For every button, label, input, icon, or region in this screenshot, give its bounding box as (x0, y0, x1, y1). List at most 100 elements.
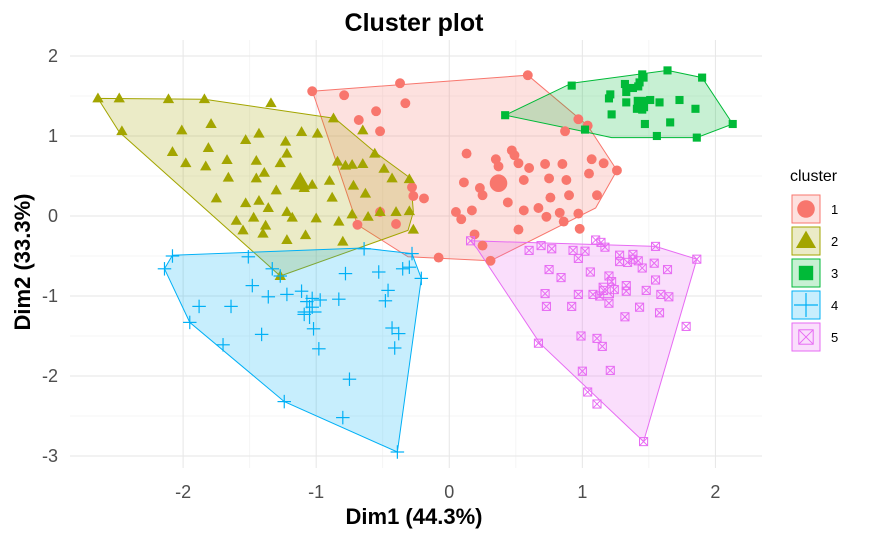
data-point (540, 289, 550, 299)
data-point (306, 178, 318, 189)
data-point (635, 302, 645, 312)
data-point (493, 161, 504, 172)
data-point (336, 410, 350, 425)
data-point (408, 191, 419, 201)
y-axis-ticks: -3 -2 -1 0 1 2 (42, 46, 58, 466)
data-point (224, 299, 238, 314)
data-point (533, 203, 544, 213)
data-point (663, 66, 672, 75)
data-point (485, 255, 496, 266)
data-point (327, 112, 340, 123)
data-point (332, 292, 346, 306)
data-point (592, 333, 602, 343)
data-point (609, 285, 619, 295)
data-point (371, 265, 386, 279)
data-point (639, 73, 648, 82)
data-point (297, 307, 311, 322)
data-point (456, 214, 467, 225)
grid (70, 40, 762, 468)
x-axis-ticks: -2 -1 0 1 2 (175, 482, 720, 502)
data-point (545, 192, 556, 203)
data-point (604, 271, 614, 281)
data-point (604, 94, 614, 103)
data-point (583, 387, 593, 397)
data-point (273, 269, 288, 283)
data-point (681, 321, 691, 331)
cluster-series-2 (92, 92, 420, 280)
data-point (524, 245, 534, 255)
data-point (588, 289, 598, 299)
x-tick-label: 0 (444, 482, 454, 502)
data-point (628, 249, 638, 259)
data-point (400, 98, 411, 109)
data-point (586, 154, 597, 165)
cluster-centroid-2 (290, 171, 311, 190)
data-point (698, 73, 707, 82)
data-point (313, 293, 327, 307)
data-point (557, 159, 568, 169)
data-point (265, 262, 280, 276)
data-point (650, 241, 661, 251)
data-point (501, 111, 510, 120)
data-point (333, 215, 345, 226)
data-point (241, 250, 256, 264)
data-point (113, 92, 125, 103)
data-point (600, 242, 610, 252)
cluster-centroid-4 (297, 300, 322, 324)
data-point (280, 287, 294, 302)
legend-label: 4 (831, 298, 838, 313)
data-point (295, 126, 308, 136)
data-point (666, 118, 675, 127)
data-point (352, 219, 363, 230)
data-point (568, 245, 578, 255)
data-point (369, 147, 381, 158)
data-point (216, 338, 230, 352)
data-point (286, 211, 298, 222)
data-point (556, 273, 566, 283)
data-point (395, 78, 405, 89)
data-point (261, 290, 276, 304)
data-point (567, 301, 577, 311)
data-point (567, 81, 576, 90)
data-point (307, 86, 318, 97)
legend-item-5: 5 (791, 322, 838, 352)
data-point (311, 127, 324, 138)
data-point (323, 174, 336, 185)
data-point (265, 97, 277, 108)
data-point (466, 205, 477, 216)
data-point (662, 265, 673, 275)
data-point (574, 223, 585, 234)
legend-symbol (798, 329, 814, 345)
data-point (378, 162, 390, 173)
data-point (634, 82, 643, 91)
data-point (258, 166, 270, 177)
data-point (346, 158, 358, 169)
data-point (402, 260, 417, 274)
data-point (580, 125, 590, 134)
data-point (378, 294, 393, 308)
data-point (239, 197, 252, 208)
legend-label: 5 (831, 330, 838, 345)
data-point (450, 207, 461, 217)
data-point (513, 224, 524, 235)
data-point (541, 301, 551, 311)
data-point (390, 445, 405, 459)
data-point (386, 172, 398, 183)
data-point (540, 159, 551, 169)
data-point (611, 165, 622, 176)
data-point (357, 124, 369, 135)
data-point (375, 126, 386, 137)
data-point (592, 190, 602, 201)
data-point (205, 118, 217, 128)
data-point (277, 394, 292, 409)
data-point (254, 327, 269, 342)
data-point (353, 115, 364, 125)
legend-symbol (794, 293, 818, 317)
y-tick-label: -1 (42, 286, 58, 306)
data-point (622, 87, 631, 97)
data-point (591, 235, 601, 245)
x-tick-label: -2 (175, 482, 191, 502)
data-point (615, 257, 625, 267)
cluster-centroids (290, 96, 649, 324)
data-point (640, 119, 649, 129)
